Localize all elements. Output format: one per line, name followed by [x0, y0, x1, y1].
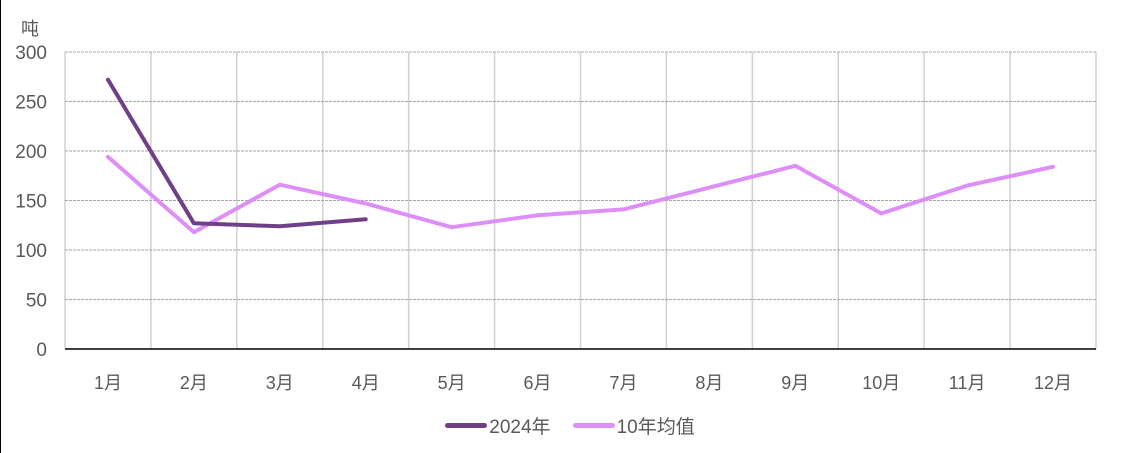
y-tick-label: 250: [15, 93, 47, 114]
legend-label-10yr-avg: 10年均值: [616, 417, 695, 438]
x-tick-label: 8月: [695, 373, 723, 393]
series-line: [106, 77, 368, 229]
x-tick-label: 2月: [180, 373, 208, 393]
y-tick-label: 300: [15, 43, 47, 64]
y-tick-label: 200: [15, 142, 47, 163]
x-tick-label: 3月: [266, 373, 294, 393]
legend-label-2024: 2024年: [489, 417, 551, 438]
legend-swatch-2024: [445, 423, 488, 428]
line-chart: 0 50 100 150 200 250 300 吨 1月 2月 3月 4月 5月 6月 7月 8月 9月 10月…: [15, 19, 1097, 393]
y-tick-label: 150: [15, 192, 47, 213]
y-axis-unit-label: 吨: [21, 19, 39, 39]
x-tick-label: 11月: [949, 373, 986, 393]
x-tick-label: 7月: [609, 373, 637, 393]
x-tick-label: 1月: [94, 373, 122, 393]
y-tick-label: 50: [26, 291, 47, 312]
legend-swatch-10yr-avg: [572, 423, 615, 428]
legend: 2024年 10年均值: [1, 412, 1138, 439]
legend-item-10yr-avg[interactable]: 10年均值: [572, 412, 695, 439]
x-tick-label: 6月: [524, 373, 552, 393]
x-tick-label: 10月: [862, 373, 900, 393]
y-tick-label: 0: [36, 340, 47, 361]
x-tick-label: 4月: [352, 373, 380, 393]
legend-item-2024[interactable]: 2024年: [445, 412, 551, 439]
x-tick-label: 9月: [781, 373, 809, 393]
x-tick-label: 5月: [438, 373, 466, 393]
y-tick-label: 100: [15, 241, 47, 262]
x-tick-label: 12月: [1034, 373, 1072, 393]
series-line: [106, 154, 1055, 235]
